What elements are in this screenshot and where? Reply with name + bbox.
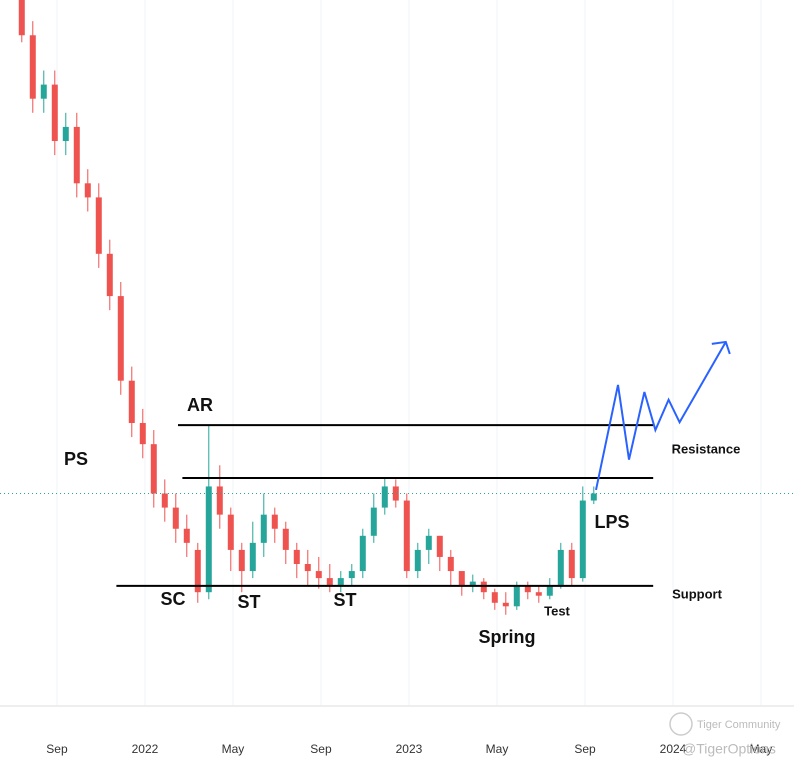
candle-body <box>579 500 586 579</box>
candle-body <box>315 571 322 579</box>
candle-body <box>436 535 443 557</box>
candle-body <box>524 585 531 593</box>
candle-body <box>293 549 300 564</box>
x-tick-label: Sep <box>46 742 68 756</box>
x-tick-label: Sep <box>574 742 596 756</box>
candle-body <box>172 507 179 529</box>
annotation: PS <box>64 449 88 469</box>
candle-body <box>216 486 223 515</box>
candle-body <box>546 585 553 596</box>
candle-body <box>535 592 542 596</box>
watermark: Tiger Community <box>697 719 781 731</box>
candle-body <box>40 84 47 99</box>
candle-body <box>18 0 25 36</box>
candle-body <box>282 528 289 550</box>
x-tick-label: May <box>486 742 509 756</box>
candle-body <box>590 493 597 501</box>
candle-body <box>128 380 135 423</box>
annotation: Test <box>544 603 570 618</box>
annotation: Resistance <box>672 441 741 456</box>
watermark-logo <box>669 712 693 736</box>
candle-body <box>491 592 498 603</box>
candle-body <box>271 514 278 529</box>
annotation: AR <box>187 395 213 415</box>
candle-body <box>51 84 58 141</box>
annotation: SC <box>160 589 185 609</box>
x-tick-label: 2022 <box>132 742 159 756</box>
arrowhead <box>711 340 731 355</box>
x-tick-label: 2023 <box>396 742 423 756</box>
watermark: @TigerOptions <box>682 741 776 757</box>
forecast-line <box>595 341 727 491</box>
candle-body <box>62 126 69 141</box>
candle-body <box>480 581 487 593</box>
candle-body <box>403 500 410 572</box>
candle-body <box>447 556 454 572</box>
candle-body <box>183 528 190 543</box>
x-tick-label: Sep <box>310 742 332 756</box>
candle-body <box>260 514 267 543</box>
candle-body <box>458 571 465 586</box>
annotation: ST <box>333 590 356 610</box>
x-tick-label: May <box>222 742 245 756</box>
candle-body <box>392 486 399 501</box>
candle-body <box>425 535 432 550</box>
candle-body <box>502 602 509 607</box>
candle-body <box>117 296 124 381</box>
candle-body <box>139 423 146 445</box>
annotation: Support <box>672 586 722 601</box>
annotation: LPS <box>594 512 629 532</box>
candle-body <box>557 549 564 586</box>
candle-body <box>337 578 344 586</box>
candle-body <box>381 486 388 508</box>
annotation: Spring <box>479 627 536 647</box>
candle-body <box>326 578 333 586</box>
candle-body <box>414 549 421 572</box>
candle-body <box>84 183 91 198</box>
candle-body <box>29 35 36 99</box>
candle-body <box>73 126 80 184</box>
x-tick-label: 2024 <box>660 742 687 756</box>
candle-body <box>370 507 377 536</box>
candle-body <box>238 549 245 572</box>
candle-body <box>348 571 355 579</box>
candle-body <box>513 585 520 607</box>
candle-body <box>568 549 575 579</box>
candle-body <box>227 514 234 550</box>
candle-body <box>249 542 256 572</box>
candle-body <box>194 549 201 593</box>
x-tick-label: May <box>750 742 773 756</box>
candle-body <box>205 486 212 593</box>
annotation: ST <box>237 592 260 612</box>
candle-body <box>150 444 157 494</box>
candle-body <box>161 493 168 508</box>
candle-body <box>106 253 113 297</box>
candle-body <box>95 197 102 254</box>
candle-body <box>304 564 311 572</box>
candle-body <box>469 581 476 586</box>
candle-body <box>359 535 366 572</box>
